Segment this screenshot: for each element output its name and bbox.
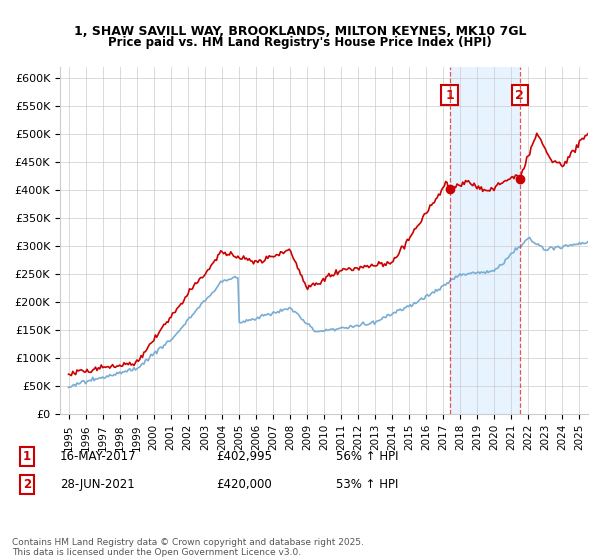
Text: 16-MAY-2017: 16-MAY-2017 xyxy=(60,450,137,463)
Text: Price paid vs. HM Land Registry's House Price Index (HPI): Price paid vs. HM Land Registry's House … xyxy=(108,36,492,49)
Text: 56% ↑ HPI: 56% ↑ HPI xyxy=(336,450,398,463)
Text: 1: 1 xyxy=(445,88,454,102)
Text: 1: 1 xyxy=(23,450,31,463)
Text: Contains HM Land Registry data © Crown copyright and database right 2025.
This d: Contains HM Land Registry data © Crown c… xyxy=(12,538,364,557)
Text: 1, SHAW SAVILL WAY, BROOKLANDS, MILTON KEYNES, MK10 7GL: 1, SHAW SAVILL WAY, BROOKLANDS, MILTON K… xyxy=(74,25,526,38)
Text: 53% ↑ HPI: 53% ↑ HPI xyxy=(336,478,398,491)
Bar xyxy=(449,67,520,414)
Text: £402,995: £402,995 xyxy=(216,450,272,463)
Text: 2: 2 xyxy=(23,478,31,491)
Text: 2: 2 xyxy=(515,88,524,102)
Text: £420,000: £420,000 xyxy=(216,478,272,491)
Text: 28-JUN-2021: 28-JUN-2021 xyxy=(60,478,135,491)
